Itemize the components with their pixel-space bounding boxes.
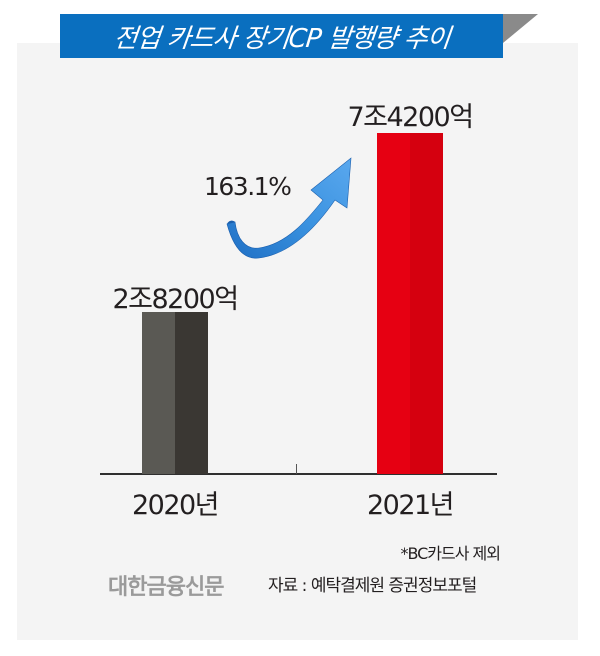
growth-arrow-icon bbox=[226, 157, 352, 259]
bar-value-label-2021: 7조4200억 bbox=[347, 102, 474, 133]
growth-rate-label: 163.1% bbox=[204, 172, 292, 201]
bar-2021-face-light bbox=[377, 133, 410, 474]
title-banner: 전업 카드사 장기CP 발행량 추이 bbox=[60, 14, 503, 58]
chart-title: 전업 카드사 장기CP 발행량 추이 bbox=[111, 23, 451, 54]
bar-2021 bbox=[377, 133, 443, 474]
banner-fold-decoration bbox=[503, 14, 538, 43]
publisher-logo: 대한금융신문 bbox=[108, 575, 224, 600]
x-axis-center-tick bbox=[296, 464, 297, 474]
chart-panel bbox=[17, 43, 578, 640]
footnote-text: *BC카드사 제외 bbox=[400, 544, 501, 563]
bar-2021-face-dark bbox=[410, 133, 443, 474]
source-text: 자료 : 예탁결제원 증권정보포털 bbox=[268, 576, 477, 596]
x-axis-baseline bbox=[100, 473, 497, 475]
bar-2020 bbox=[142, 312, 208, 474]
bar-2020-face-light bbox=[142, 312, 175, 474]
x-label-2021: 2021년 bbox=[366, 490, 455, 521]
bar-value-label-2020: 2조8200억 bbox=[112, 284, 239, 315]
bar-2020-face-dark bbox=[175, 312, 208, 474]
x-label-2020: 2020년 bbox=[131, 490, 220, 521]
